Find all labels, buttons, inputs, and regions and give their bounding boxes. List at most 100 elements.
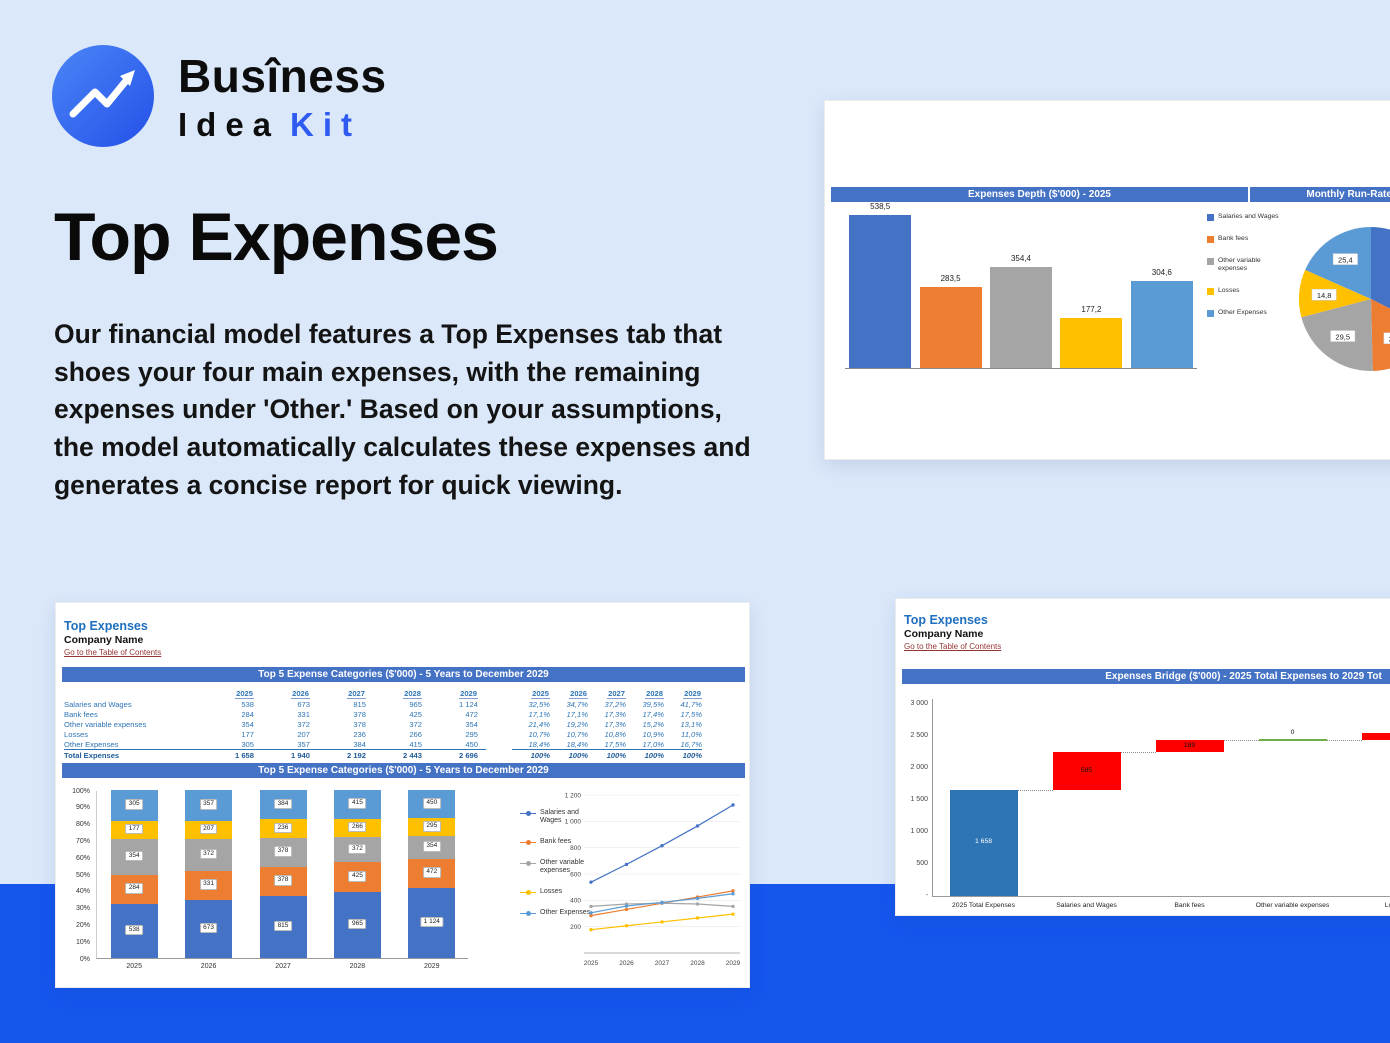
brand-logo: Busîness Idea Kit (52, 45, 387, 147)
data-point (695, 896, 700, 901)
y-tick-label: 1 200 (565, 792, 582, 799)
pie-label-box (1383, 332, 1390, 344)
y-tick-label: 60% (75, 854, 90, 862)
year-header: 2025 (235, 688, 254, 699)
x-tick-label: 2029 (424, 963, 440, 970)
pct-cell: 39,5% (642, 699, 664, 709)
total-value-cell: 2 443 (374, 749, 430, 761)
legend-label: Other variable expenses (540, 859, 584, 875)
pct-cell: 17,5% (680, 709, 702, 719)
pct-cell: 17,4% (642, 709, 664, 719)
y-tick-label: 80% (75, 821, 90, 829)
x-tick-label: 2025 (584, 960, 599, 967)
data-point (695, 916, 700, 920)
x-tick-label: 2027 (655, 960, 670, 967)
top-expenses-sheet-panel: Top Expenses Company Name Go to the Tabl… (55, 602, 750, 988)
total-label: Total Expenses (64, 749, 206, 761)
runrate-pie-svg: 44,923,729,514,825,4 (1299, 227, 1390, 371)
depth-bar-value: 304,6 (1151, 268, 1172, 278)
pct-cell: 13,1% (680, 719, 702, 729)
depth-chart-legend: Salaries and Wages Bank fees Other variabl… (1207, 213, 1279, 331)
data-point (731, 803, 735, 807)
row-label: Salaries and Wages (64, 699, 132, 709)
brand-word-business: Busîness (178, 49, 387, 102)
bridge-bar-value: 0 (1290, 729, 1295, 737)
pct-cell: 10,9% (642, 729, 664, 739)
toc-link[interactable]: Go to the Table of Contents (64, 648, 162, 657)
value-cell: 425 (409, 709, 422, 719)
data-point (731, 892, 735, 896)
pie-label: 23,7 (1389, 334, 1390, 343)
x-tick-label: Bank fees (1174, 902, 1205, 909)
year-header: 2028 (645, 688, 664, 699)
year-header: 2027 (607, 688, 626, 699)
sheet-title: Top Expenses (904, 613, 988, 627)
legend-swatch-icon (1207, 258, 1214, 265)
pie-label: 14,8 (1317, 291, 1332, 300)
pie-slice (1371, 299, 1390, 371)
x-tick-label: 2028 (690, 960, 705, 967)
pie-label: 25,4 (1338, 255, 1353, 264)
bridge-bar-value: 189 (1183, 741, 1196, 749)
toc-link[interactable]: Go to the Table of Contents (904, 642, 1002, 651)
page-title: Top Expenses (54, 199, 499, 275)
segment-value-label: 378 (274, 846, 292, 857)
y-tick-label: 90% (75, 804, 90, 812)
value-cell: 354 (241, 719, 254, 729)
pie-label-box (1311, 288, 1337, 301)
y-tick-label: 1 000 (565, 819, 582, 826)
value-cell: 415 (409, 739, 422, 749)
y-tick-label: 200 (570, 924, 581, 931)
stacked-chart-title: Top 5 Expense Categories ($'000) - 5 Yea… (62, 763, 745, 778)
table-row: Total Expenses 1 658 1 940 2 192 2 443 2 696 1… (64, 749, 702, 761)
x-tick-label: Salaries and Wages (1056, 902, 1117, 909)
bridge-chart: 3 000 2 500 2 000 1 500 1 000 500 - 1 658 2025 T… (896, 599, 1390, 915)
value-cell: 673 (297, 699, 310, 709)
segment-value-label: 538 (125, 924, 144, 936)
data-point (624, 904, 629, 908)
data-point (695, 824, 700, 828)
total-pct-cell: 100% (512, 749, 550, 761)
brand-logo-icon (52, 45, 154, 147)
segment-value-label: 354 (422, 841, 441, 852)
legend-item: Other variable expenses (1207, 257, 1279, 273)
x-tick-label: Losses (1384, 902, 1390, 909)
table-row: Salaries and Wages 538 673 815 965 1 124 32,5%… (64, 699, 702, 709)
pct-cell: 17,5% (604, 739, 626, 749)
table-row: Other variable expenses 354 372 378 372 354 21… (64, 719, 702, 729)
segment-value-label: 673 (199, 922, 218, 934)
value-cell: 472 (465, 709, 478, 719)
pct-cell: 18,4% (528, 739, 550, 749)
x-tick-label: 2026 (619, 960, 634, 967)
pct-cell: 15,2% (642, 719, 664, 729)
table-row: Other Expenses 305 357 384 415 450 18,4% 18,4% 1… (64, 739, 702, 749)
y-tick-label: 2 500 (910, 732, 928, 739)
y-tick-label: 1 500 (910, 796, 928, 803)
segment-value-label: 295 (422, 821, 441, 832)
depth-bar-value: 538,5 (870, 201, 891, 211)
depth-bar (919, 287, 982, 368)
value-cell: 207 (297, 729, 310, 739)
legend-item: Other Expenses (1207, 309, 1279, 317)
y-axis-line (932, 699, 933, 896)
legend-item: Other variable expenses (520, 859, 602, 875)
y-tick-label: 50% (75, 871, 90, 879)
stacked-chart-legend: Salaries and Wages Bank fees Other variabl… (520, 809, 602, 930)
y-tick-label: 30% (75, 905, 90, 913)
legend-item: Bank fees (1207, 235, 1279, 243)
legend-swatch-icon (1207, 309, 1214, 317)
page-description: Our financial model features a Top Expen… (54, 319, 751, 500)
legend-line-marker-icon (520, 838, 536, 846)
year-header: 2026 (291, 688, 310, 699)
bridge-bar-value: 585 (1080, 766, 1093, 774)
pct-cell: 21,4% (528, 719, 550, 729)
segment-value-label: 354 (125, 850, 144, 862)
value-cell: 372 (409, 719, 422, 729)
expense-table: 2025 2026 2027 2028 2029 2025 2026 2027 2028 2029… (64, 687, 702, 761)
x-axis-line (932, 896, 1390, 897)
data-point (731, 912, 735, 916)
segment-value-label: 372 (199, 848, 218, 860)
y-tick-label: 800 (570, 845, 581, 852)
data-point (731, 889, 735, 893)
segment-value-label: 207 (199, 823, 218, 835)
